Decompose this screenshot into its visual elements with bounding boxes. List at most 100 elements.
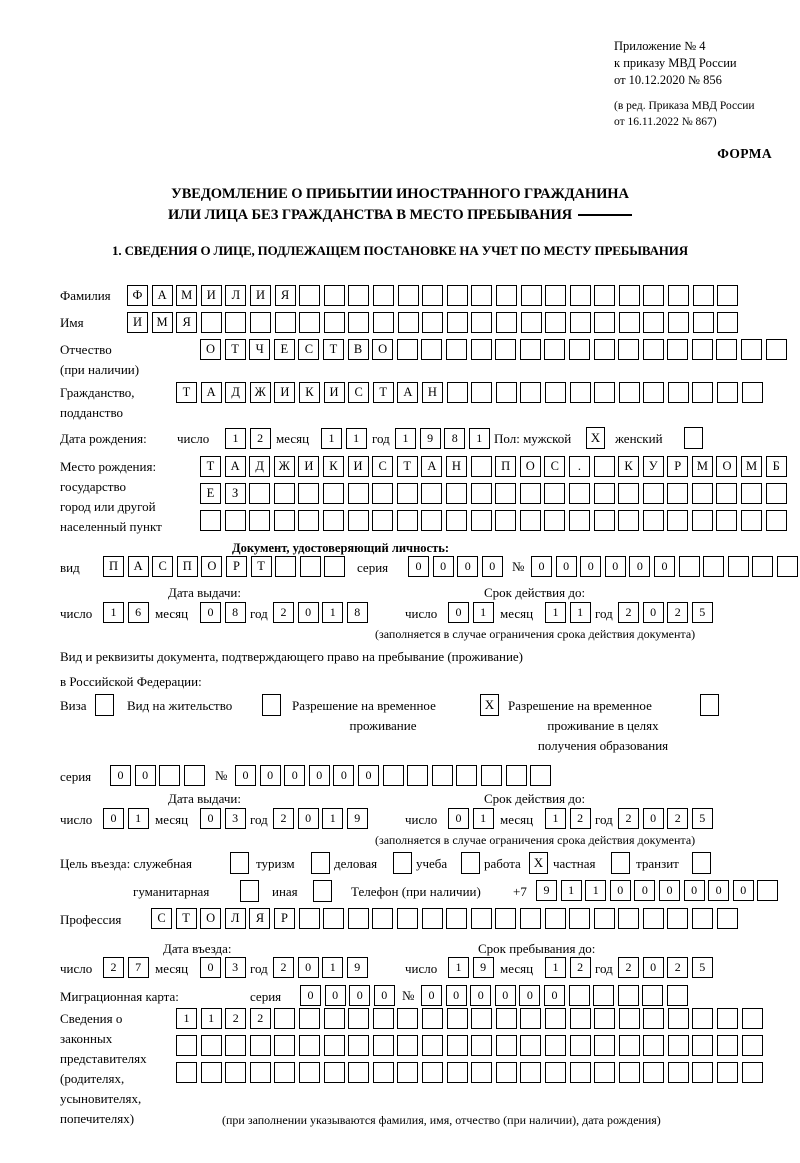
char-cell[interactable] [382,765,404,786]
char-cell[interactable] [757,880,779,901]
char-cell[interactable] [372,1008,394,1029]
char-cell[interactable] [323,285,345,306]
char-cell[interactable]: 0 [634,880,656,901]
char-cell[interactable] [505,765,527,786]
char-cell[interactable]: 1 [468,428,490,449]
char-cell[interactable] [568,483,590,504]
char-cell[interactable]: 9 [346,957,368,978]
char-cell[interactable]: Е [200,483,221,504]
char-cell[interactable]: Ч [249,339,271,360]
char-cell[interactable] [372,1035,394,1056]
char-cell[interactable]: 0 [349,985,371,1006]
char-cell[interactable] [594,1062,616,1083]
char-cell[interactable]: 2 [618,602,639,623]
char-cell[interactable] [446,285,468,306]
char-cell[interactable] [569,382,591,403]
char-cell[interactable]: 6 [127,602,149,623]
char-cell[interactable]: 0 [308,765,330,786]
char-cell[interactable] [692,312,714,333]
char-cell[interactable] [397,312,419,333]
char-cell[interactable] [446,1062,468,1083]
char-cell[interactable] [159,765,181,786]
char-cell[interactable] [471,1062,493,1083]
char-cell[interactable] [225,1035,247,1056]
char-cell[interactable] [470,510,492,531]
checkbox-purpose-official[interactable] [230,852,249,874]
checkbox-visa[interactable] [95,694,114,716]
char-cell[interactable] [530,765,552,786]
char-cell[interactable] [445,339,467,360]
char-cell[interactable] [396,483,418,504]
checkbox-purpose-work[interactable]: X [529,852,548,874]
char-cell[interactable]: 7 [127,957,149,978]
char-cell[interactable] [200,1035,222,1056]
char-cell[interactable] [446,1008,468,1029]
birth-place-row-3-boxes[interactable] [200,510,787,531]
char-cell[interactable] [274,1035,296,1056]
char-cell[interactable] [568,985,590,1006]
char-cell[interactable]: 2 [273,602,294,623]
char-cell[interactable] [323,1062,345,1083]
char-cell[interactable] [691,510,713,531]
char-cell[interactable] [249,483,271,504]
char-cell[interactable]: А [127,556,149,577]
char-cell[interactable] [716,908,738,929]
char-cell[interactable]: Я [274,285,296,306]
checkbox-purpose-other[interactable] [313,880,332,902]
char-cell[interactable] [225,312,247,333]
char-cell[interactable] [249,1035,271,1056]
char-cell[interactable] [470,483,492,504]
char-cell[interactable] [569,312,591,333]
char-cell[interactable]: 0 [333,765,355,786]
char-cell[interactable]: 0 [642,808,664,829]
char-cell[interactable]: О [201,556,223,577]
char-cell[interactable] [667,339,689,360]
char-cell[interactable] [298,908,320,929]
char-cell[interactable]: К [298,382,320,403]
char-cell[interactable] [594,285,616,306]
char-cell[interactable]: 2 [273,808,294,829]
char-cell[interactable]: 2 [618,808,639,829]
char-cell[interactable] [274,312,296,333]
char-cell[interactable] [274,1008,296,1029]
char-cell[interactable] [692,1008,714,1029]
char-cell[interactable] [727,556,749,577]
char-cell[interactable]: П [495,456,517,477]
char-cell[interactable] [667,382,689,403]
char-cell[interactable] [299,285,321,306]
char-cell[interactable] [421,1008,443,1029]
char-cell[interactable] [470,456,492,477]
char-cell[interactable]: А [151,285,173,306]
char-cell[interactable]: 0 [604,556,626,577]
char-cell[interactable] [741,1008,763,1029]
char-cell[interactable]: 2 [569,808,591,829]
char-cell[interactable]: 0 [357,765,379,786]
char-cell[interactable] [545,285,567,306]
char-cell[interactable] [593,985,615,1006]
char-cell[interactable]: Я [249,908,271,929]
char-cell[interactable]: З [224,483,246,504]
char-cell[interactable]: К [618,456,640,477]
char-cell[interactable] [372,483,394,504]
char-cell[interactable]: 0 [445,985,467,1006]
char-cell[interactable] [298,510,320,531]
char-cell[interactable]: И [323,382,345,403]
char-cell[interactable] [372,285,394,306]
char-cell[interactable] [348,285,370,306]
char-cell[interactable]: И [347,456,369,477]
char-cell[interactable] [200,510,221,531]
char-cell[interactable] [691,483,713,504]
char-cell[interactable] [445,483,467,504]
char-cell[interactable] [372,312,394,333]
char-cell[interactable]: 1 [395,428,416,449]
char-cell[interactable] [495,1008,517,1029]
char-cell[interactable]: Р [273,908,295,929]
